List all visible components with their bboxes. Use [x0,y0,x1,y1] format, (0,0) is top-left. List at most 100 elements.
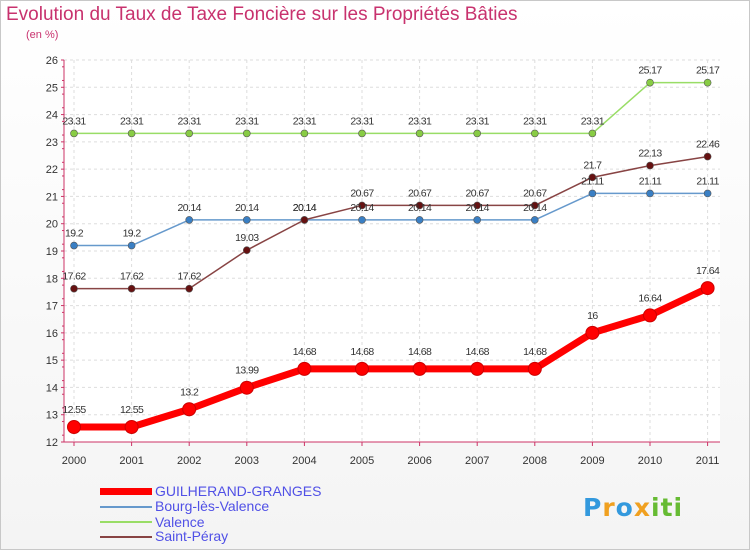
data-label-bourg-l-s-valence: 19.2 [123,228,142,240]
data-point-guilherand-granges [700,281,715,296]
data-point-saint-p-ray [70,284,78,293]
y-tick-label: 14 [46,382,58,394]
series-line-guilherand-granges [70,284,712,431]
data-point-guilherand-granges [67,419,81,434]
data-label-guilherand-granges: 14.68 [293,346,317,358]
data-point-valence [415,129,424,138]
y-tick-label: 13 [46,410,58,422]
data-label-bourg-l-s-valence: 20.14 [293,202,317,214]
y-tick-label: 24 [46,110,58,122]
legend-swatch-guilherand [100,488,152,495]
x-tick-label: 2003 [235,455,259,467]
y-tick-label: 19 [46,246,58,258]
y-tick-label: 22 [46,164,58,176]
data-point-guilherand-granges [124,419,139,434]
data-point-valence [473,129,482,138]
data-point-bourg-l-s-valence [70,241,78,250]
data-label-valence: 23.31 [293,115,317,127]
x-tick-label: 2000 [62,455,86,467]
data-label-bourg-l-s-valence: 19.2 [65,228,84,240]
data-point-bourg-l-s-valence [703,189,712,198]
data-point-guilherand-granges [355,361,369,376]
data-label-saint-p-ray: 20.67 [408,187,432,199]
legend-label-guilherand: GUILHERAND-GRANGES [155,483,322,499]
x-tick-label: 2011 [696,455,720,467]
data-label-saint-p-ray: 22.13 [638,148,662,160]
data-point-saint-p-ray [415,201,424,210]
data-point-bourg-l-s-valence [646,189,654,198]
data-point-saint-p-ray [530,201,539,210]
data-point-saint-p-ray [127,284,136,293]
data-label-bourg-l-s-valence: 20.14 [523,202,547,214]
x-tick-label: 2008 [523,455,547,467]
data-label-bourg-l-s-valence: 20.14 [466,202,490,214]
data-point-bourg-l-s-valence [358,216,366,224]
data-label-guilherand-granges: 12.55 [120,404,144,416]
logo-letter: P [583,493,603,522]
data-point-valence [530,129,539,138]
logo-letter: t [660,493,674,522]
data-point-saint-p-ray [300,216,309,224]
y-tick-label: 25 [46,82,58,94]
y-tick-label: 17 [46,301,58,313]
x-tick-label: 2010 [638,455,662,467]
series-line-bourg-l-s-valence [73,192,709,247]
data-label-valence: 23.31 [581,115,605,127]
data-point-guilherand-granges [412,361,427,376]
y-tick-label: 12 [46,437,58,449]
data-point-guilherand-granges [527,361,542,376]
data-point-valence [358,129,366,138]
y-tick-label: 16 [46,328,58,340]
data-point-bourg-l-s-valence [243,216,251,224]
data-point-guilherand-granges [239,380,254,395]
x-tick-label: 2007 [465,455,489,467]
data-label-saint-p-ray: 20.67 [466,187,490,199]
data-point-saint-p-ray [703,152,712,161]
data-point-valence [588,129,597,138]
data-label-guilherand-granges: 14.68 [466,346,490,358]
data-point-bourg-l-s-valence [473,216,482,224]
data-label-valence: 23.31 [350,115,374,127]
logo-letter: i [673,493,684,522]
data-label-guilherand-granges: 14.68 [523,346,547,358]
y-tick-label: 21 [46,191,58,203]
data-label-guilherand-granges: 14.68 [350,346,374,358]
data-label-saint-p-ray: 20.67 [350,187,374,199]
data-label-valence: 23.31 [62,115,86,127]
data-label-bourg-l-s-valence: 20.14 [178,202,202,214]
data-point-valence [646,78,654,87]
data-label-saint-p-ray: 17.62 [178,271,202,283]
legend-label-valence: Valence [155,514,205,530]
data-point-saint-p-ray [473,201,482,210]
data-label-guilherand-granges: 16.64 [638,292,662,304]
data-point-guilherand-granges [470,361,485,376]
data-label-saint-p-ray: 19.03 [235,232,259,244]
data-label-bourg-l-s-valence: 21.11 [581,175,604,187]
data-point-saint-p-ray [358,201,366,210]
data-label-bourg-l-s-valence: 20.14 [408,202,432,214]
data-label-guilherand-granges: 16 [587,310,598,322]
data-label-guilherand-granges: 13.99 [235,365,259,377]
logo-letter: i [651,493,661,522]
data-point-guilherand-granges [297,361,312,376]
x-tick-label: 2004 [292,455,316,467]
x-tick-label: 2001 [119,455,143,467]
data-label-bourg-l-s-valence: 20.14 [235,202,259,214]
y-axis-unit: (en %) [26,29,59,41]
data-label-guilherand-granges: 14.68 [408,346,432,358]
data-point-bourg-l-s-valence [127,241,136,250]
data-label-bourg-l-s-valence: 21.11 [639,175,662,187]
data-label-saint-p-ray: 20.67 [523,187,547,199]
logo-letter: r [602,493,616,522]
data-point-valence [703,78,712,87]
series-line-saint-p-ray [73,155,709,290]
y-tick-label: 26 [46,55,58,67]
data-label-valence: 23.31 [178,115,202,127]
logo-letter: x [633,493,651,522]
data-point-valence [243,129,251,138]
data-point-saint-p-ray [185,284,193,293]
data-label-saint-p-ray: 21.7 [583,159,602,171]
data-label-guilherand-granges: 17.64 [696,265,720,277]
logo-letter: o [615,493,634,522]
data-point-bourg-l-s-valence [530,216,539,224]
